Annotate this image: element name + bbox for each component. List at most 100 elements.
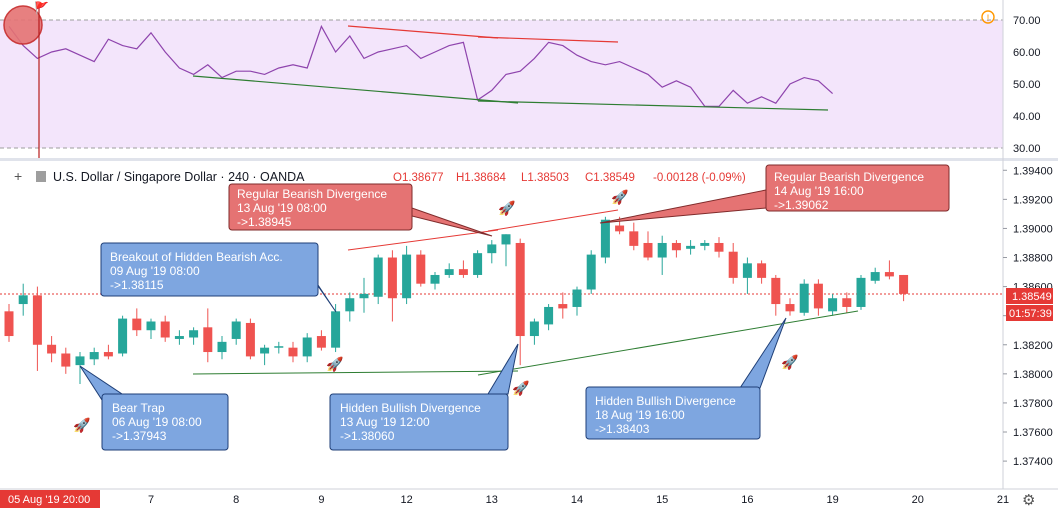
time-label: 14 bbox=[571, 494, 583, 506]
price-tick-label: 1.39200 bbox=[1013, 194, 1053, 206]
rsi-tick-label: 50.00 bbox=[1013, 79, 1041, 91]
rsi-bear-divergence-line-1 bbox=[347, 25, 499, 39]
callout-pointer bbox=[739, 317, 787, 389]
candle-body bbox=[203, 327, 213, 353]
candle-body bbox=[856, 277, 866, 307]
candle-body bbox=[813, 283, 823, 309]
candle-body bbox=[501, 234, 511, 245]
candle-body bbox=[430, 274, 440, 284]
candle-body bbox=[629, 231, 639, 246]
time-label: 05 Aug '19 20:00 bbox=[8, 494, 90, 506]
rsi-tick-label: 70.00 bbox=[1013, 15, 1041, 27]
callout-date: 09 Aug '19 08:00 bbox=[110, 264, 200, 278]
callout-title: Regular Bearish Divergence bbox=[774, 170, 924, 184]
price-tick-label: 1.38000 bbox=[1013, 369, 1053, 381]
plus-icon[interactable]: + bbox=[14, 168, 22, 184]
support-line-2 bbox=[477, 310, 859, 376]
price-tick-label: 1.38800 bbox=[1013, 253, 1053, 265]
candle-body bbox=[132, 318, 142, 331]
flag-icon: 🚩 bbox=[34, 1, 49, 15]
callout-box bbox=[228, 183, 413, 231]
callout-box bbox=[101, 393, 229, 451]
candle-body bbox=[47, 344, 57, 354]
candle-body bbox=[828, 298, 838, 312]
candle-body bbox=[302, 337, 312, 357]
rsi-marker-circle bbox=[3, 5, 43, 45]
candle-body bbox=[174, 336, 184, 339]
candle-body bbox=[657, 242, 667, 258]
candle-body bbox=[331, 311, 341, 348]
rsi-tick-label: 60.00 bbox=[1013, 47, 1041, 59]
collapse-icon[interactable] bbox=[36, 171, 46, 182]
rocket-down-icon-1: 🚀 bbox=[498, 200, 516, 217]
candle-body bbox=[615, 225, 625, 232]
callout-date: 13 Aug '19 12:00 bbox=[340, 415, 430, 429]
rocket-up-icon-2: 🚀 bbox=[326, 356, 344, 373]
time-label: 9 bbox=[318, 494, 324, 506]
pane-divider[interactable] bbox=[0, 158, 1058, 161]
ohlc-open: O1.38677 bbox=[393, 172, 444, 184]
candle-body bbox=[529, 321, 539, 337]
rsi-pane: 70.00 60.00 50.00 40.00 30.00 🚩 ! bbox=[0, 1, 1041, 158]
candle-body bbox=[75, 356, 85, 366]
support-line-1 bbox=[192, 370, 519, 375]
candle-body bbox=[274, 346, 284, 348]
callout-box bbox=[100, 242, 319, 297]
candle-body bbox=[572, 289, 582, 307]
candle-body bbox=[373, 257, 383, 297]
time-label: 20 bbox=[912, 494, 924, 506]
time-label: 19 bbox=[826, 494, 838, 506]
callout-box bbox=[765, 164, 950, 212]
time-label: 15 bbox=[656, 494, 668, 506]
candle-body bbox=[103, 352, 113, 357]
alert-icon[interactable] bbox=[981, 10, 995, 24]
chart-header: + U.S. Dollar / Singapore Dollar · 240 ·… bbox=[14, 168, 746, 184]
callout-title: Breakout of Hidden Bearish Acc. bbox=[110, 250, 283, 264]
price-tick-label: 1.37800 bbox=[1013, 398, 1053, 410]
time-axis-current-tag bbox=[0, 490, 100, 508]
rsi-bull-divergence-line-1 bbox=[192, 75, 519, 104]
rocket-down-icon-2: 🚀 bbox=[611, 189, 629, 206]
callout-date: 14 Aug '19 16:00 bbox=[774, 184, 864, 198]
callout-title: Hidden Bullish Divergence bbox=[595, 394, 736, 408]
candle-body bbox=[686, 245, 696, 249]
candle-body bbox=[799, 283, 809, 313]
candle-body bbox=[345, 298, 355, 312]
candle-body bbox=[899, 274, 909, 294]
countdown-tag bbox=[1006, 305, 1053, 321]
settings-gear-icon[interactable]: ⚙ bbox=[1022, 492, 1035, 509]
candle-body bbox=[586, 254, 596, 290]
candle-body bbox=[771, 277, 781, 305]
bear-trendline-2 bbox=[487, 209, 619, 232]
rocket-up-icon-4: 🚀 bbox=[781, 354, 799, 371]
candle-body bbox=[89, 352, 99, 360]
callout-value: ->1.38403 bbox=[595, 422, 650, 436]
candle-body bbox=[558, 304, 568, 309]
candle-body bbox=[316, 336, 326, 348]
candle-body bbox=[118, 318, 128, 354]
ohlc-close: C1.38549 bbox=[585, 172, 635, 184]
candle-body bbox=[458, 269, 468, 275]
price-tick-label: 1.37600 bbox=[1013, 427, 1053, 439]
time-label: 21 bbox=[997, 494, 1009, 506]
candle-body bbox=[245, 322, 255, 357]
candle-body bbox=[189, 330, 199, 338]
candle-body bbox=[444, 269, 454, 275]
candle-body bbox=[714, 242, 724, 252]
callout-date: 06 Aug '19 08:00 bbox=[112, 415, 202, 429]
rsi-tick-label: 40.00 bbox=[1013, 111, 1041, 123]
rsi-axis-ticks: 70.00 60.00 50.00 40.00 30.00 bbox=[1013, 15, 1041, 155]
callout-date: 13 Aug '19 08:00 bbox=[237, 201, 327, 215]
candle-body bbox=[742, 263, 752, 278]
callout-value: ->1.38060 bbox=[340, 429, 395, 443]
time-label: 8 bbox=[233, 494, 239, 506]
rsi-tick-label: 30.00 bbox=[1013, 143, 1041, 155]
symbol-title[interactable]: U.S. Dollar / Singapore Dollar · 240 · O… bbox=[53, 170, 305, 184]
candle-body bbox=[757, 263, 767, 278]
candle-body bbox=[359, 293, 369, 299]
candle-body bbox=[146, 321, 156, 331]
candles bbox=[4, 216, 909, 385]
callout-title: Hidden Bullish Divergence bbox=[340, 401, 481, 415]
callout-title: Regular Bearish Divergence bbox=[237, 187, 387, 201]
